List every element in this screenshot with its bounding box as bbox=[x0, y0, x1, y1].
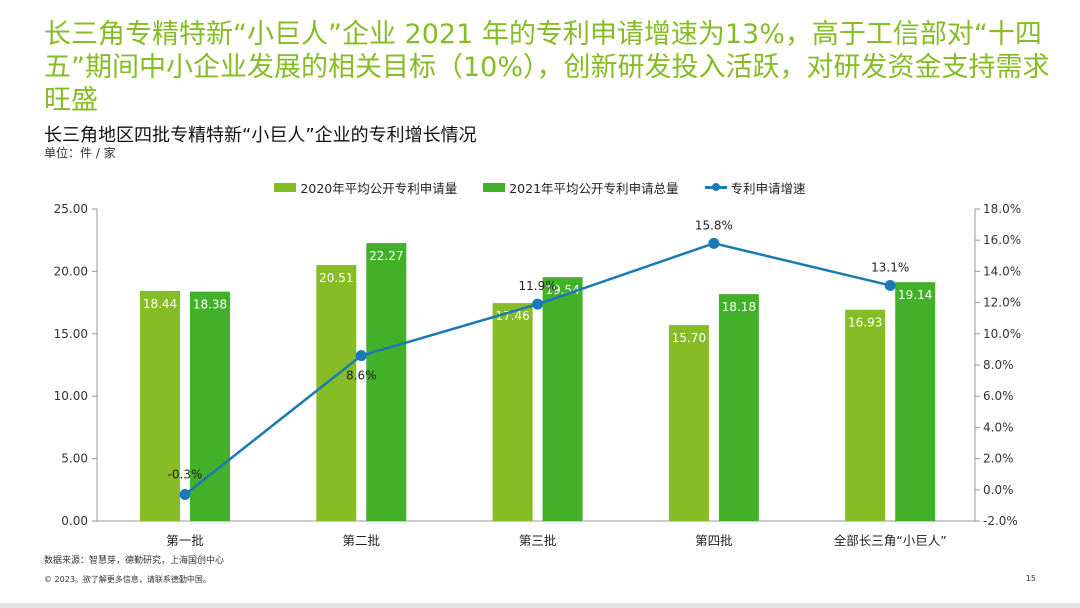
copyright: © 2023。欲了解更多信息，请联系德勤中国。 bbox=[44, 575, 211, 584]
category-label: 第一批 bbox=[166, 533, 204, 548]
legend-item-2020: 2020年平均公开专利申请量 bbox=[274, 178, 457, 197]
right-tick-label: 4.0% bbox=[983, 420, 1014, 434]
bar-value-label: 18.38 bbox=[193, 298, 227, 312]
right-tick-label: 8.0% bbox=[983, 358, 1014, 372]
bar-2020 bbox=[668, 325, 709, 521]
bar-value-label: 18.18 bbox=[722, 300, 756, 314]
bar-2021 bbox=[366, 243, 407, 521]
legend-item-growth: 专利申请增速 bbox=[704, 178, 806, 197]
bar-value-label: 17.46 bbox=[495, 309, 529, 323]
left-tick-label: 25.00 bbox=[54, 202, 88, 216]
category-label: 第四批 bbox=[695, 533, 733, 548]
growth-point bbox=[179, 488, 191, 500]
growth-value-label: 13.1% bbox=[871, 260, 909, 274]
left-tick-label: 5.00 bbox=[61, 452, 88, 466]
right-tick-label: 2.0% bbox=[983, 452, 1014, 466]
legend-label-2020: 2020年平均公开专利申请量 bbox=[300, 181, 458, 196]
growth-value-label: 8.6% bbox=[346, 369, 377, 383]
chart: 0.00 5.00 10.00 15.00 20.00 25.00 -2.0% 0.0% 2.0… bbox=[54, 202, 1021, 548]
bar-2021 bbox=[718, 294, 759, 521]
bar-2021 bbox=[190, 291, 230, 521]
bar-2020 bbox=[140, 290, 180, 521]
legend-label-2021: 2021年平均公开专利申请总量 bbox=[509, 181, 679, 196]
bar-value-label: 15.70 bbox=[672, 331, 706, 345]
right-tick-label: 6.0% bbox=[983, 389, 1014, 403]
chart-unit: 单位：件 / 家 bbox=[44, 146, 116, 160]
growth-point bbox=[884, 279, 896, 291]
headline: 长三角专精特新“小巨人”企业 2021 年的专利申请增速为13%，高于工信部对“… bbox=[44, 19, 1050, 116]
legend-swatch-growth bbox=[704, 183, 727, 191]
growth-value-label: 15.8% bbox=[695, 218, 733, 232]
category-label: 第二批 bbox=[343, 533, 381, 548]
right-tick-label: 12.0% bbox=[983, 296, 1021, 310]
legend-swatch-2021 bbox=[483, 183, 506, 192]
legend-label-growth: 专利申请增速 bbox=[730, 181, 806, 196]
bar-value-label: 16.93 bbox=[848, 316, 882, 330]
bar-2021 bbox=[542, 277, 583, 521]
legend-item-2021: 2021年平均公开专利申请总量 bbox=[483, 178, 679, 197]
bar-value-label: 22.27 bbox=[369, 249, 403, 263]
right-tick-label: 14.0% bbox=[983, 264, 1021, 278]
left-tick-label: 20.00 bbox=[54, 264, 88, 278]
legend: 2020年平均公开专利申请量 2021年平均公开专利申请总量 专利申请增速 bbox=[0, 178, 1080, 197]
left-tick-label: 10.00 bbox=[54, 389, 88, 403]
category-label: 第三批 bbox=[519, 533, 557, 548]
left-tick-label: 15.00 bbox=[54, 327, 88, 341]
bar-2020 bbox=[845, 309, 886, 521]
chart-title: 长三角地区四批专精特新“小巨人”企业的专利增长情况 bbox=[44, 125, 477, 146]
legend-swatch-2020 bbox=[274, 183, 297, 192]
source-note: 数据来源：智慧芽，德勤研究，上海国创中心 bbox=[44, 556, 225, 566]
growth-value-label: -0.3% bbox=[168, 467, 203, 481]
right-tick-label: 18.0% bbox=[983, 202, 1021, 216]
growth-point bbox=[532, 298, 544, 310]
page-number: 15 bbox=[1025, 574, 1036, 583]
growth-value-label: 11.9% bbox=[519, 279, 557, 293]
right-tick-label: 16.0% bbox=[983, 233, 1021, 247]
right-tick-label: 10.0% bbox=[983, 327, 1021, 341]
bar-2020 bbox=[492, 303, 533, 521]
category-label: 全部长三角“小巨人” bbox=[834, 533, 947, 548]
bar-value-label: 19.14 bbox=[898, 288, 932, 302]
bar-value-label: 18.44 bbox=[143, 297, 177, 311]
right-tick-label: 0.0% bbox=[983, 483, 1014, 497]
growth-point bbox=[708, 237, 720, 249]
bar-2020 bbox=[316, 265, 357, 521]
bar-2021 bbox=[895, 282, 936, 521]
left-tick-label: 0.00 bbox=[61, 514, 88, 528]
bar-value-label: 20.51 bbox=[319, 271, 353, 285]
growth-point bbox=[355, 350, 367, 362]
right-tick-label: -2.0% bbox=[983, 514, 1018, 528]
bottom-band bbox=[0, 603, 1080, 608]
